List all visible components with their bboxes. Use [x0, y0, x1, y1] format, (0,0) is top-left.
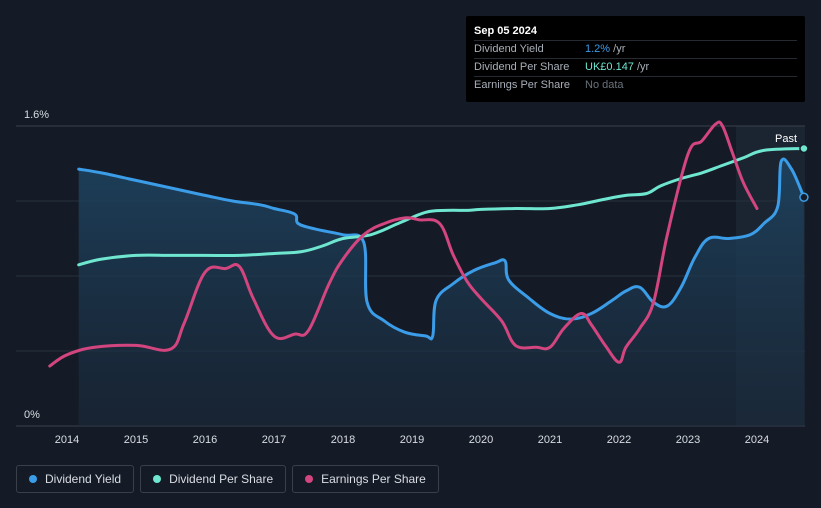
tooltip-row-dividend-per-share: Dividend Per Share UK£0.147 /yr — [474, 58, 797, 76]
x-tick-label: 2014 — [55, 434, 79, 446]
x-tick-label: 2023 — [676, 434, 700, 446]
tooltip-label: Dividend Per Share — [474, 61, 570, 73]
tooltip-label: Dividend Yield — [474, 43, 544, 55]
legend-item-dividend-per-share[interactable]: Dividend Per Share — [140, 465, 287, 493]
legend-item-earnings-per-share[interactable]: Earnings Per Share — [292, 465, 439, 493]
x-tick-label: 2022 — [607, 434, 631, 446]
tooltip-date: Sep 05 2024 — [474, 25, 537, 37]
dividend-yield-value: 1.2% — [585, 43, 611, 55]
earnings-per-share-value: No data — [585, 79, 624, 91]
x-tick-label: 2018 — [331, 434, 355, 446]
legend-dot — [153, 475, 162, 483]
tooltip-row-earnings-per-share: Earnings Per Share No data — [474, 76, 797, 94]
dividend-per-share-endpoint — [799, 143, 809, 154]
legend-dot — [29, 475, 37, 483]
y-label-top: 1.6% — [24, 109, 49, 121]
tooltip-row-dividend-yield: Dividend Yield 1.2% /yr — [474, 40, 797, 58]
x-tick-label: 2024 — [745, 434, 769, 446]
legend-dot — [305, 475, 314, 483]
dividend-per-share-value: UK£0.147 — [585, 61, 634, 73]
tooltip-value: 1.2% /yr — [585, 41, 625, 58]
x-tick-label: 2021 — [538, 434, 562, 446]
legend-item-dividend-yield[interactable]: Dividend Yield — [16, 465, 135, 493]
x-tick-label: 2015 — [124, 434, 148, 446]
x-tick-label: 2019 — [400, 434, 424, 446]
chart-legend: Dividend Yield Dividend Per Share Earnin… — [16, 465, 439, 493]
y-label-bottom: 0% — [24, 409, 40, 421]
tooltip-value: No data — [585, 77, 624, 94]
legend-label: Dividend Yield — [45, 472, 122, 486]
x-tick-label: 2017 — [262, 434, 286, 446]
tooltip-value: UK£0.147 /yr — [585, 59, 649, 76]
tooltip-label: Earnings Per Share — [474, 79, 570, 91]
legend-label: Dividend Per Share — [169, 472, 274, 486]
x-tick-label: 2016 — [193, 434, 217, 446]
earnings-per-share-line — [48, 120, 759, 368]
value-suffix: /yr — [610, 43, 626, 55]
past-label: Past — [775, 133, 797, 145]
dividend-per-share-line — [77, 147, 806, 267]
dividend-yield-line — [77, 157, 806, 341]
tooltip-panel: Sep 05 2024 Dividend Yield 1.2% /yr Divi… — [466, 16, 805, 102]
legend-label: Earnings Per Share — [321, 472, 426, 486]
x-tick-label: 2020 — [469, 434, 493, 446]
value-suffix: /yr — [633, 61, 650, 73]
dividend-yield-endpoint — [799, 192, 809, 202]
